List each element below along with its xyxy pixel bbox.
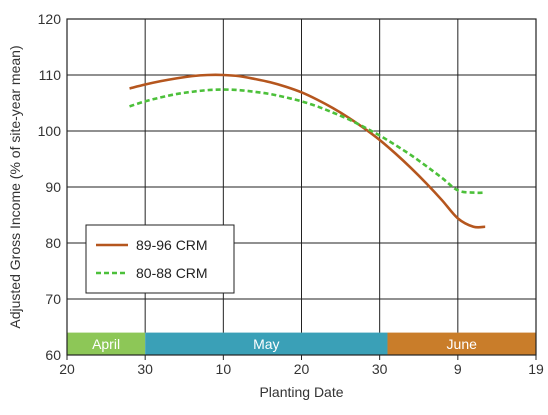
y-axis-ticks: 60 70 80 90 100 110 120 [38,11,62,363]
legend-label: 89-96 CRM [136,237,208,253]
x-tick-label: 30 [137,361,153,377]
y-tick-label: 80 [45,235,61,251]
legend-label: 80-88 CRM [136,265,208,281]
month-band-label-may: May [253,336,279,352]
x-tick-label: 9 [454,361,462,377]
series-lines [129,73,486,229]
y-tick-label: 110 [39,67,62,83]
x-tick-label: 19 [528,361,544,377]
series-line-89-96-crm [129,73,486,229]
month-band-label-june: June [447,336,478,352]
y-tick-label: 60 [45,347,61,363]
x-axis-title: Planting Date [259,384,343,400]
grid-lines [66,18,537,356]
x-tick-label: 10 [216,361,232,377]
month-band-label-april: April [92,336,120,352]
x-tick-label: 20 [294,361,310,377]
y-tick-label: 70 [45,291,61,307]
month-band-april [67,332,146,355]
series-line-80-88-crm [129,88,486,195]
legend-box [85,224,235,294]
y-tick-label: 120 [38,11,62,27]
month-band-may [145,332,388,355]
month-bands: April May June [67,332,536,355]
month-band-june [387,332,536,355]
x-tick-label: 30 [372,361,388,377]
y-tick-label: 90 [45,179,61,195]
y-axis-title: Adjusted Gross Income (% of site-year me… [7,45,23,328]
y-tick-label: 100 [38,123,62,139]
x-axis-ticks: 20 30 10 20 30 9 19 [59,355,544,377]
legend: 89-96 CRM 80-88 CRM [85,224,235,294]
x-tick-label: 20 [59,361,75,377]
